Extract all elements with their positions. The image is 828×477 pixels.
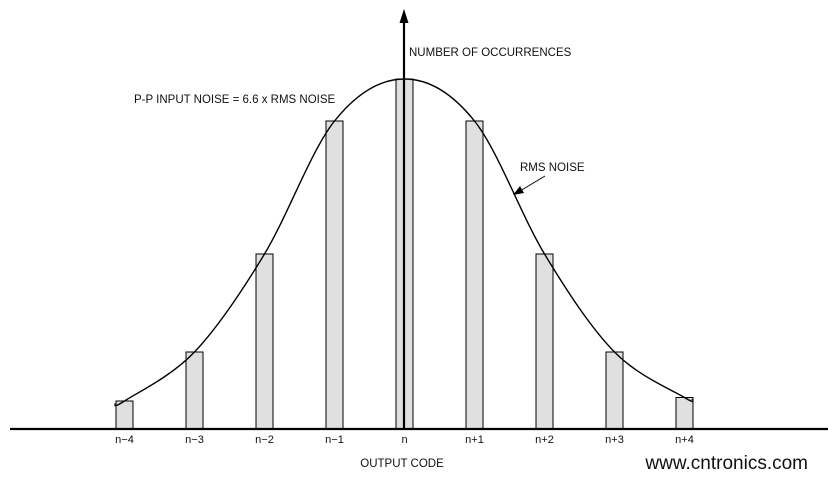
x-axis-label: OUTPUT CODE	[360, 458, 444, 470]
tick-label: n−3	[185, 434, 204, 446]
bar-1	[185, 351, 204, 430]
bar-7	[605, 351, 624, 430]
tick-label: n−1	[325, 434, 344, 446]
pp-noise-annotation: P-P INPUT NOISE = 6.6 x RMS NOISE	[134, 94, 336, 106]
tick-label: n	[401, 434, 407, 446]
tick-label: n+4	[675, 434, 694, 446]
tick-label: n−2	[255, 434, 274, 446]
bar-2	[255, 253, 274, 430]
bar-5	[465, 120, 484, 430]
rms-noise-arrowhead	[513, 186, 524, 195]
tick-label: n+1	[465, 434, 484, 446]
bar-3	[325, 120, 344, 430]
tick-label: n+2	[535, 434, 554, 446]
y-axis-arrowhead	[399, 9, 409, 23]
bar-6	[535, 253, 554, 430]
watermark: www.cntronics.com	[644, 453, 808, 474]
rms-noise-arrow	[519, 175, 546, 192]
tick-label: n−4	[115, 434, 134, 446]
rms-noise-annotation: RMS NOISE	[520, 162, 585, 174]
tick-label: n+3	[605, 434, 624, 446]
bar-8	[675, 397, 694, 430]
y-axis-label: NUMBER OF OCCURRENCES	[409, 47, 572, 59]
